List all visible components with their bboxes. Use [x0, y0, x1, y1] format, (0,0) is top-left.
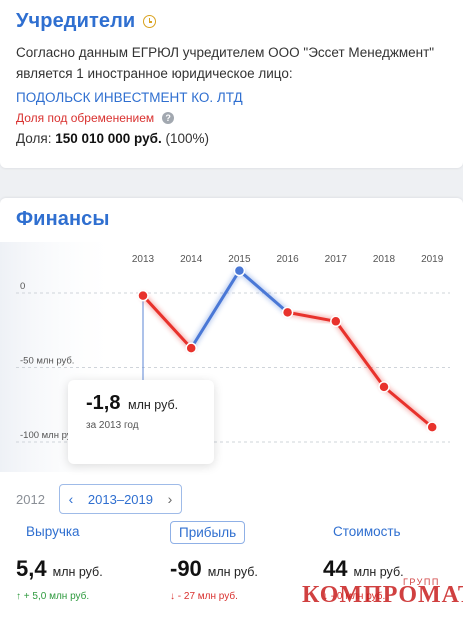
series-line-segment	[286, 310, 338, 323]
x-tick-label: 2016	[276, 254, 299, 265]
tooltip-period: за 2013 год	[86, 420, 139, 431]
finance-chart[interactable]: 2013 2014 2015 2016 2017 2018 2019 0 -50 млн руб…	[0, 242, 463, 472]
founders-title: Учредители	[16, 10, 136, 32]
founders-header: Учредители	[16, 10, 157, 33]
y-tick-label: -100 млн руб.	[20, 430, 80, 441]
finance-title: Финансы	[16, 208, 110, 230]
range-label: 2013–2019	[87, 491, 153, 507]
data-point	[426, 421, 438, 433]
encumbrance-label: Доля под обременением	[16, 111, 155, 125]
x-tick-label: 2017	[325, 254, 348, 265]
share-amount: 150 010 000 руб.	[55, 131, 162, 146]
tooltip-unit: млн руб.	[128, 398, 179, 412]
watermark-logo-small: ГРУПП	[403, 577, 440, 587]
x-tick-label: 2013	[132, 254, 155, 265]
range-box: ‹ 2013–2019 ›	[58, 484, 182, 514]
data-point	[378, 381, 390, 393]
chevron-right-icon[interactable]: ›	[167, 491, 173, 507]
data-point	[137, 289, 149, 302]
revenue-value: 5,4 млн руб.	[16, 556, 103, 582]
profit-amount: -90	[170, 556, 202, 581]
series-line-segment	[237, 269, 290, 314]
cost-change: ↓ - 0 млн руб.	[323, 591, 386, 602]
year-range-selector: 2012 ‹ 2013–2019 ›	[16, 484, 182, 514]
cost-unit: млн руб.	[353, 565, 404, 579]
revenue-unit: млн руб.	[52, 565, 103, 579]
series-line-segment	[141, 294, 193, 350]
founders-card: Учредители Согласно данным ЕГРЮЛ учредит…	[0, 0, 463, 168]
tooltip-value-row: -1,8 млн руб.	[86, 392, 178, 415]
share-row: Доля: 150 010 000 руб. (100%)	[16, 131, 209, 146]
chart-tooltip: -1,8 млн руб. за 2013 год	[68, 380, 214, 464]
chevron-left-icon[interactable]: ‹	[68, 491, 74, 507]
y-tick-label: -50 млн руб.	[20, 356, 74, 367]
tab-revenue[interactable]: Выручка	[26, 524, 80, 539]
clock-icon[interactable]	[143, 15, 157, 28]
data-point	[330, 315, 342, 328]
series-line-segment	[334, 319, 386, 389]
x-tick-label: 2015	[228, 254, 251, 265]
founder-company-link[interactable]: ПОДОЛЬСК ИНВЕСТМЕНТ КО. ЛТД	[16, 90, 243, 105]
revenue-change: ↑ + 5,0 млн руб.	[16, 591, 90, 602]
profit-change: ↓ - 27 млн руб.	[170, 591, 238, 602]
share-percent: (100%)	[165, 131, 210, 146]
founders-description: Согласно данным ЕГРЮЛ учредителем ООО "Э…	[16, 45, 435, 81]
tooltip-value: -1,8	[86, 392, 121, 414]
revenue-amount: 5,4	[16, 556, 47, 581]
data-point	[185, 342, 197, 354]
finance-card: Финансы 2013 2014 2015 2016 2017 2018 2019 0 -50…	[0, 198, 463, 622]
y-tick-label: 0	[20, 281, 25, 292]
profit-unit: млн руб.	[207, 565, 258, 579]
range-start-year[interactable]: 2012	[16, 491, 45, 507]
chart-svg: 2013 2014 2015 2016 2017 2018 2019 0 -50 млн руб…	[0, 242, 450, 472]
x-tick-label: 2018	[373, 254, 396, 265]
cost-amount: 44	[323, 556, 348, 581]
data-point	[233, 264, 246, 277]
profit-value: -90 млн руб.	[170, 556, 258, 582]
x-tick-label: 2019	[421, 254, 444, 265]
series-line-segment	[382, 385, 434, 429]
help-icon[interactable]: ?	[162, 112, 175, 124]
data-point	[281, 306, 294, 319]
tab-profit[interactable]: Прибыль	[170, 521, 246, 544]
series-line-segment	[189, 269, 241, 350]
x-tick-label: 2014	[180, 254, 203, 265]
watermark-logo: КОМПРОМАТ	[302, 582, 463, 608]
share-label: Доля:	[16, 131, 52, 146]
encumbrance-row: Доля под обременением ?	[16, 111, 175, 125]
cost-value: 44 млн руб.	[323, 556, 404, 582]
tab-value[interactable]: Стоимость	[333, 524, 401, 539]
